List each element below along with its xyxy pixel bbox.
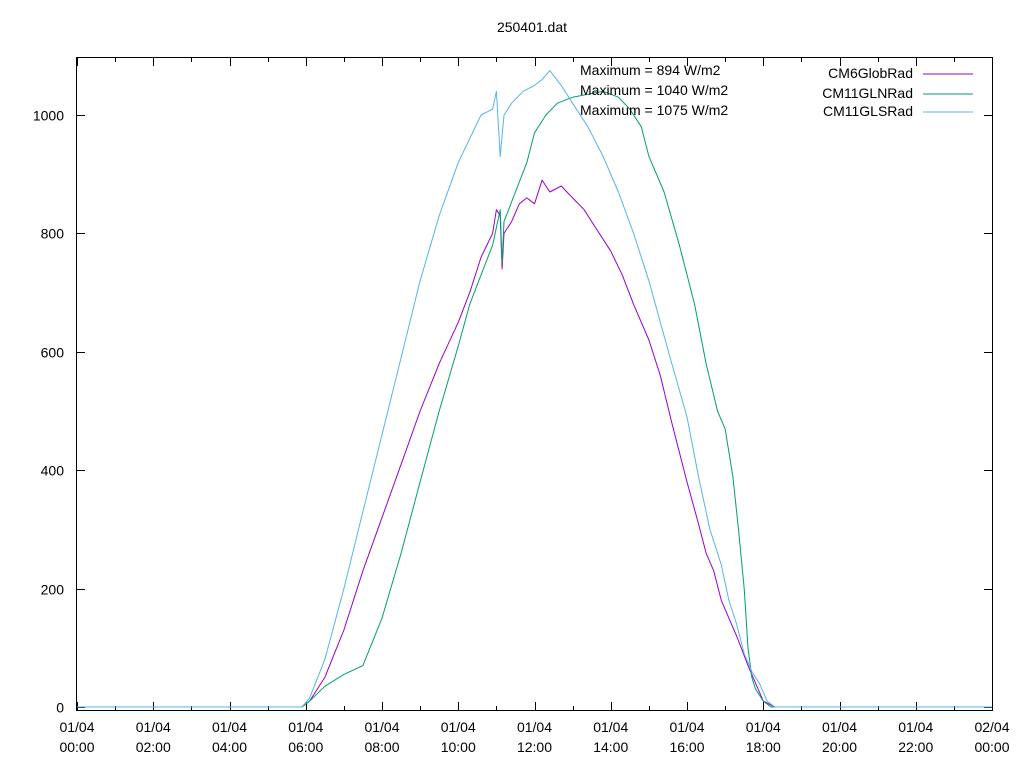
x-tick-time: 22:00 [898, 739, 933, 755]
x-tick-time: 00:00 [59, 739, 94, 755]
x-tick-date: 01/04 [212, 719, 247, 735]
legend-label-cm11glnrad: CM11GLNRad [822, 85, 913, 101]
y-tick-label: 800 [41, 226, 65, 242]
legend: CM6GlobRad CM11GLNRad CM11GLSRad [822, 65, 973, 119]
plot-frame [76, 57, 993, 711]
x-tick-time: 00:00 [974, 739, 1009, 755]
x-tick-time: 10:00 [441, 739, 476, 755]
x-tick-date: 01/04 [593, 719, 628, 735]
annotation-max-3: Maximum = 1075 W/m2 [580, 102, 728, 118]
x-tick-time: 04:00 [212, 739, 247, 755]
y-tick-label: 200 [41, 582, 65, 598]
x-tick-time: 02:00 [136, 739, 171, 755]
legend-label-cm6globrad: CM6GlobRad [828, 65, 913, 81]
legend-label-cm11glsrad: CM11GLSRad [823, 103, 913, 119]
x-tick-date: 01/04 [822, 719, 857, 735]
y-tick-label: 600 [41, 345, 65, 361]
series-line-cm11glnrad [77, 90, 992, 708]
y-tick-label: 1000 [33, 108, 64, 124]
x-tick-time: 06:00 [288, 739, 323, 755]
series-line-cm6globrad [77, 179, 992, 708]
axis-ticks: 0 200 400 600 800 1000 01/04 00:00 01/04 02:00 01/… [33, 58, 1010, 755]
x-tick-time: 16:00 [669, 739, 704, 755]
max-annotations: Maximum = 894 W/m2 Maximum = 1040 W/m2 M… [580, 62, 728, 118]
series-line-cm11glsrad [77, 70, 992, 708]
x-tick-date: 02/04 [974, 719, 1009, 735]
y-tick-label: 0 [56, 700, 64, 716]
annotation-max-2: Maximum = 1040 W/m2 [580, 82, 728, 98]
x-tick-date: 01/04 [898, 719, 933, 735]
x-tick-date: 01/04 [59, 719, 94, 735]
x-tick-time: 08:00 [364, 739, 399, 755]
x-tick-date: 01/04 [669, 719, 704, 735]
x-tick-time: 12:00 [517, 739, 552, 755]
x-tick-time: 14:00 [593, 739, 628, 755]
x-tick-date: 01/04 [441, 719, 476, 735]
x-tick-date: 01/04 [746, 719, 781, 735]
annotation-max-1: Maximum = 894 W/m2 [580, 62, 721, 78]
y-tick-label: 400 [41, 463, 65, 479]
x-tick-date: 01/04 [517, 719, 552, 735]
x-tick-date: 01/04 [288, 719, 323, 735]
series-lines [77, 70, 992, 708]
x-tick-time: 20:00 [822, 739, 857, 755]
x-tick-date: 01/04 [136, 719, 171, 735]
x-tick-time: 18:00 [746, 739, 781, 755]
x-tick-date: 01/04 [364, 719, 399, 735]
chart-title: 250401.dat [497, 19, 567, 35]
